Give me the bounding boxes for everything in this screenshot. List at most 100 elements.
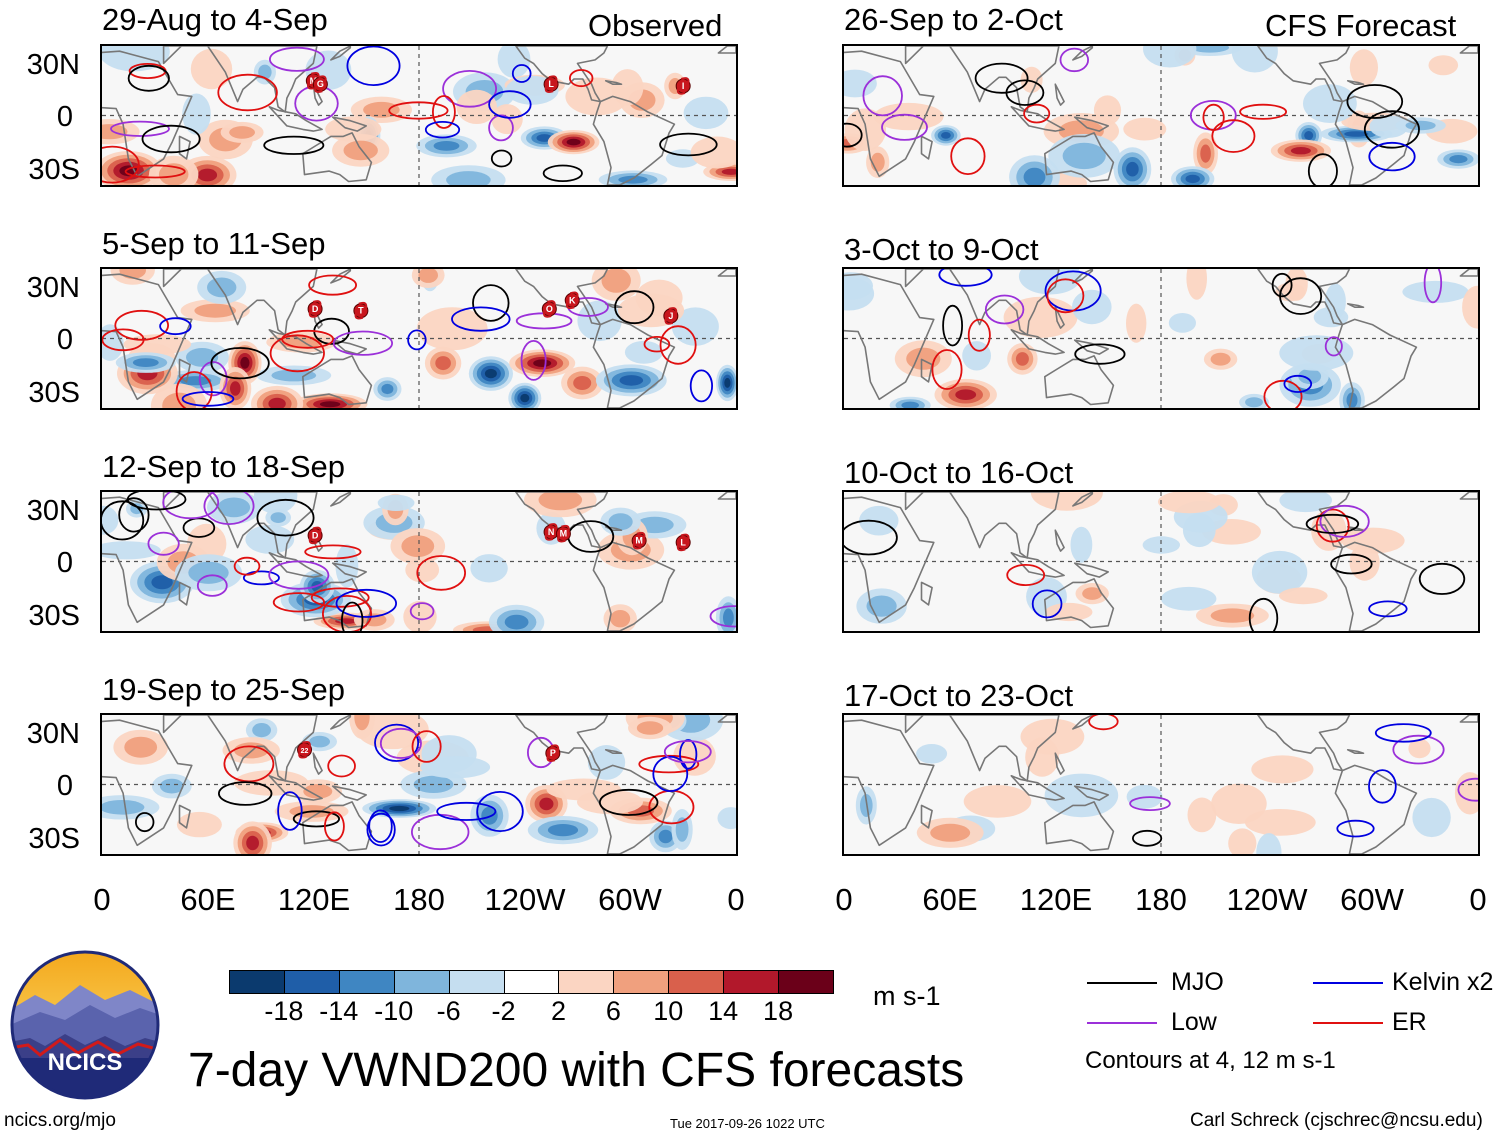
map-panel-fc-2 [842,267,1480,410]
vwind-anomaly-blob [724,377,731,388]
coastline [302,801,373,852]
colorbar-swatch [448,970,505,994]
filter-contour [942,304,963,347]
filter-contour [210,347,270,380]
filter-contour [881,113,928,141]
filter-contour [569,69,594,88]
vwind-anomaly-blob [1190,46,1229,53]
vwind-anomaly-blob [420,756,491,779]
coastline [302,132,373,183]
vwind-anomaly-blob [252,723,271,738]
coastline [920,358,933,383]
vwind-anomaly-blob [132,358,159,367]
coastline [1054,752,1065,775]
vwind-anomaly-blob [418,269,438,283]
coastline [717,492,736,500]
coastline [1257,46,1351,103]
vwind-anomaly-blob [270,512,286,523]
filter-contour [476,791,524,833]
coastline [844,273,935,401]
vwind-anomaly-blob [533,359,552,367]
filter-contour [614,290,655,325]
lon-label: 120W [484,882,566,917]
vwind-anomaly-blob [547,824,579,837]
filter-contour [374,723,420,762]
vwind-anomaly-blob [1408,738,1431,759]
lon-label: 0 [93,882,111,917]
vwind-anomaly-blob [1186,269,1207,300]
ncics-logo: NCICS [10,950,160,1100]
lat-label-0: 0 [56,770,73,802]
filter-contour [366,812,396,847]
legend-kelvin-line [1313,982,1383,984]
filter-contour [1336,819,1375,838]
vwind-anomaly-blob [723,608,734,627]
vwind-anomaly-blob [573,376,592,390]
filter-contour [304,544,362,560]
filter-contour [451,306,511,332]
vwind-anomaly-blob [1143,46,1197,68]
filter-contour [1131,829,1163,847]
vwind-anomaly-blob [520,393,530,403]
units-label: m s-1 [873,981,941,1011]
vwind-anomaly-blob [102,800,145,815]
vwind-anomaly-blob [859,505,899,536]
storm-label: N [548,527,555,537]
filter-contour [659,132,718,157]
storm-label: G [317,79,324,89]
vwind-anomaly-blob [539,797,554,811]
filter-contour [327,754,356,778]
coastline [302,578,373,629]
legend-mjo-label: MJO [1171,968,1224,996]
filter-contour [102,328,145,352]
vwind-anomaly-blob [1072,289,1112,325]
filter-contour [472,284,510,322]
coastline [162,715,318,782]
storm-label: M [560,529,568,539]
coastline [178,804,191,829]
coastline [330,46,352,61]
coastline [302,355,373,406]
filter-contour [379,727,422,759]
lat-label-30n: 30N [26,495,80,527]
colorbar-tick-label: 14 [708,996,739,1026]
coastline [904,46,1060,113]
coastline [1257,269,1351,326]
filter-contour [1305,513,1360,534]
legend-kelvin-label: Kelvin x2 [1392,968,1494,996]
vwind-anomaly-blob [246,835,259,851]
filter-contour [388,101,449,120]
filter-contour [268,560,330,590]
vwind-anomaly-blob [1244,809,1316,836]
colorbar-swatch [283,970,340,994]
vwind-anomaly-blob [610,610,631,628]
coastline [717,269,736,277]
coastline [592,95,676,185]
storm-label: T [358,306,364,316]
filter-contour [196,574,228,597]
filter-contour [659,325,697,365]
filter-contour [335,588,397,618]
filter-contour [967,318,991,352]
filter-contour [147,531,180,556]
filter-contour [652,755,689,793]
vwind-anomaly-blob [636,721,664,735]
vwind-anomaly-blob [416,307,488,351]
coastline [920,581,933,606]
vwind-anomaly-blob [1346,392,1358,408]
filter-contour [124,164,186,179]
filter-contour [1088,715,1119,731]
vwind-anomaly-blob [901,401,919,408]
filter-contour [1129,796,1171,811]
filter-contour [511,64,532,83]
filter-contour [281,329,335,349]
lon-label: 120E [277,882,351,917]
panel-title-obs-4: 19-Sep to 25-Sep [102,672,346,707]
vwind-anomaly-blob [1462,285,1478,329]
coastline [515,715,609,772]
vwind-anomaly-blob [690,136,736,169]
coastline [1054,83,1065,106]
colorbar-tick-label: 18 [763,996,794,1026]
coastline [1459,492,1478,500]
filter-contour [368,809,393,843]
